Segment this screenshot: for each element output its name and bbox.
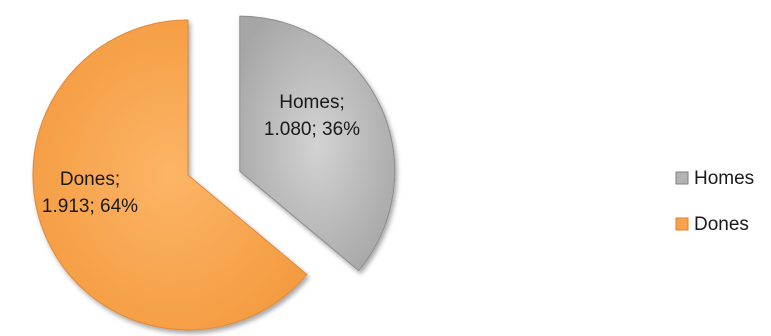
legend: Homes Dones — [675, 168, 754, 235]
legend-swatch-homes — [675, 171, 689, 185]
pie-slices — [32, 15, 396, 331]
pie-slice-dones — [32, 19, 308, 331]
legend-label-dones: Dones — [694, 214, 749, 235]
pie-data-labels: Homes; 1.080; 36% Dones; 1.913; 64% — [42, 92, 360, 217]
data-label-homes-line-1: Homes; — [279, 92, 344, 113]
data-label-dones-line-2: 1.913; 64% — [42, 196, 138, 217]
data-label-homes-line-2: 1.080; 36% — [264, 119, 360, 140]
legend-label-homes: Homes — [694, 168, 754, 189]
legend-swatch-dones — [675, 217, 689, 231]
data-label-dones-line-1: Dones; — [60, 169, 120, 190]
pie-slice-homes — [239, 15, 396, 272]
